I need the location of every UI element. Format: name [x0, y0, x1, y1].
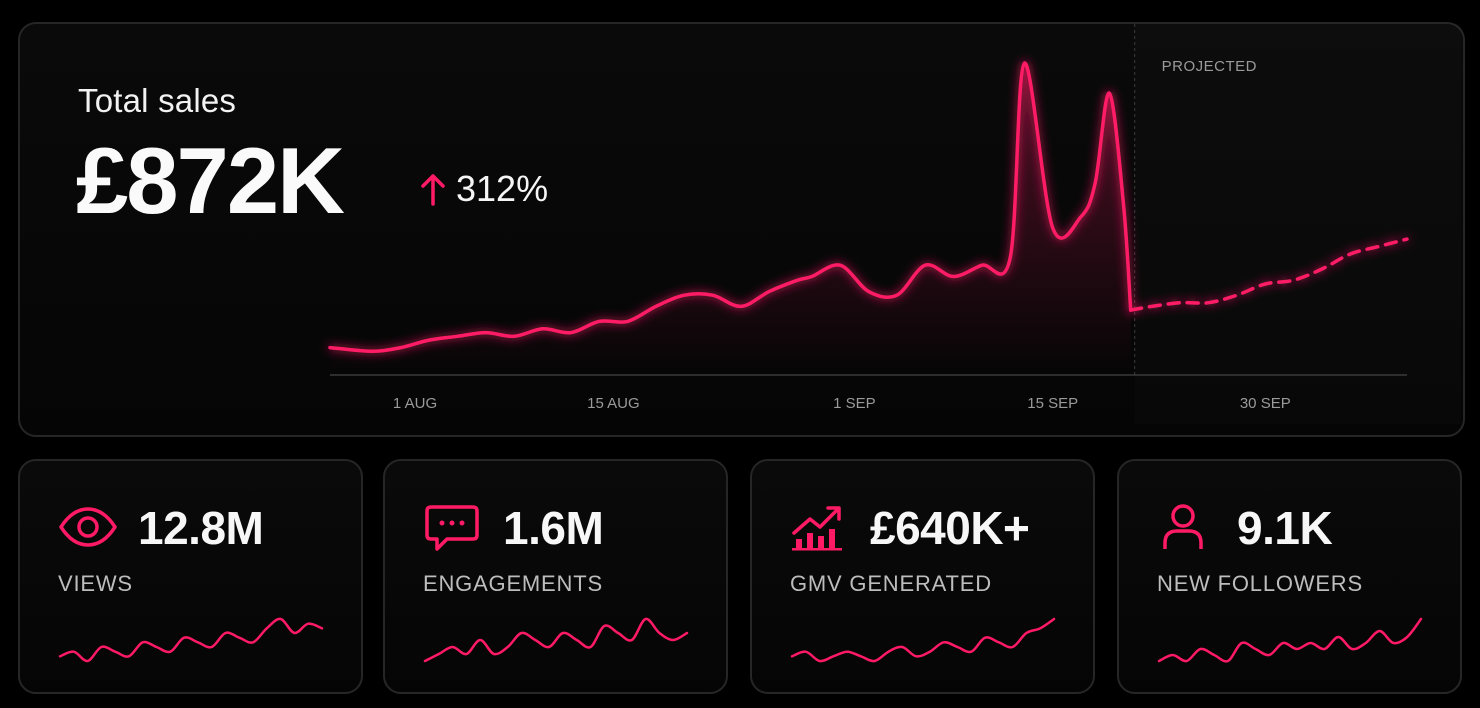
eye-icon — [59, 507, 117, 547]
kpi-value-followers: 9.1K — [1237, 502, 1333, 554]
sparkline-path — [423, 617, 689, 663]
sales-projected-line — [1128, 237, 1409, 312]
sparkline-path — [790, 617, 1056, 663]
sales-actual-line — [328, 61, 1133, 354]
kpi-card-gmv: £640K+ GMV GENERATED — [750, 459, 1095, 694]
kpi-value-gmv: £640K+ — [870, 502, 1030, 554]
total-sales-value: £872K — [76, 128, 345, 233]
kpi-label-engagements: ENGAGEMENTS — [423, 571, 603, 596]
chat-bubble-icon — [425, 505, 479, 551]
sales-line-chart: PROJECTED 1 AUG 15 AUG 1 SEP 15 SEP 30 SEP — [328, 24, 1461, 424]
x-tick-label: 15 AUG — [587, 395, 640, 412]
kpi-value-engagements: 1.6M — [503, 502, 604, 554]
sales-change-value: 312% — [456, 168, 549, 209]
projected-label: PROJECTED — [1162, 58, 1257, 75]
sparkline-followers — [1157, 617, 1423, 663]
projected-region — [1135, 24, 1461, 424]
sales-area-fill — [330, 63, 1131, 375]
kpi-card-followers: 9.1K NEW FOLLOWERS — [1117, 459, 1462, 694]
arrow-up-icon — [421, 174, 445, 206]
total-sales-card: Total sales £872K 312% PROJECTED 1 AUG 15 … — [18, 22, 1465, 437]
sparkline-engagements — [423, 617, 689, 663]
sparkline-gmv — [790, 617, 1056, 663]
kpi-label-gmv: GMV GENERATED — [790, 571, 992, 596]
kpi-card-engagements: 1.6M ENGAGEMENTS — [383, 459, 728, 694]
x-tick-label: 1 AUG — [393, 395, 437, 412]
total-sales-title: Total sales — [78, 82, 237, 119]
sparkline-path — [1157, 617, 1423, 663]
x-tick-label: 1 SEP — [833, 395, 876, 412]
kpi-label-views: VIEWS — [58, 571, 133, 596]
kpi-card-views: 12.8M VIEWS — [18, 459, 363, 694]
user-icon — [1163, 504, 1203, 549]
kpi-value-views: 12.8M — [138, 502, 264, 554]
sparkline-views — [58, 617, 324, 663]
bar-chart-trend-icon — [792, 506, 842, 551]
kpi-label-followers: NEW FOLLOWERS — [1157, 571, 1363, 596]
sales-change: 312% — [420, 168, 548, 210]
x-tick-label: 15 SEP — [1027, 395, 1078, 412]
x-tick-label: 30 SEP — [1240, 395, 1291, 412]
sparkline-path — [58, 617, 324, 663]
